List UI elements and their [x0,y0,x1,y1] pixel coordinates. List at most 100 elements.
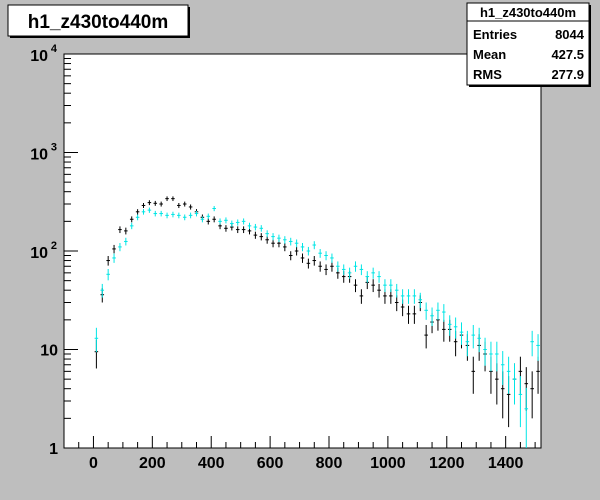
series-layer [94,196,540,448]
title-box: h1_z430to440m [7,4,190,38]
series-1 [94,205,540,448]
data-point [188,204,193,210]
data-point [353,279,358,293]
data-point [159,210,163,217]
data-point [389,279,393,293]
data-point [177,212,181,219]
data-point [124,227,128,235]
data-point [371,279,375,293]
y-tick-exponent: 3 [51,142,57,154]
data-point [412,289,417,304]
data-point [218,218,222,225]
data-point [500,351,505,386]
data-point [118,243,122,252]
x-tick-label: 1400 [488,455,524,472]
data-point [265,230,269,238]
data-point [330,261,334,272]
data-point [442,319,446,342]
x-tick-label: 0 [89,455,98,472]
data-point [471,324,476,349]
data-point [206,213,211,220]
data-point [424,302,428,320]
data-point [294,239,299,248]
stats-box: h1_z430to440m Entries 8044 Mean 427.5 RM… [466,2,591,87]
data-point [465,330,470,357]
x-tick-label: 800 [316,455,343,472]
data-point [436,302,440,320]
data-point [235,219,240,226]
data-point [112,253,116,263]
data-point [241,218,246,225]
data-point [347,267,352,279]
data-point [447,315,452,336]
data-point [288,251,293,261]
data-point [353,261,358,272]
data-point [106,256,110,266]
data-point [212,205,216,212]
data-point [489,341,493,372]
data-point [200,216,205,223]
y-tick-exponent: 2 [51,240,57,252]
data-point [265,236,269,244]
data-point [536,334,540,361]
x-tick-label: 400 [198,455,225,472]
data-point [194,210,199,217]
stats-label-mean: Mean [473,47,506,62]
data-point [177,203,181,209]
data-point [336,261,340,272]
data-point [171,211,175,218]
data-point [418,292,423,309]
data-point [377,271,381,283]
data-point [94,327,99,353]
data-point [400,289,405,304]
data-point [300,243,305,252]
data-point [182,214,187,221]
data-point [212,216,216,223]
data-point [530,330,534,357]
data-point [318,249,322,258]
data-point [129,216,134,223]
y-tick-label: 10 [30,245,48,262]
data-point [171,196,175,202]
x-tick-label: 200 [139,455,166,472]
data-point [247,222,252,230]
stats-value-mean: 427.5 [551,47,584,62]
data-point [106,269,110,281]
data-point [536,356,540,394]
data-point [165,212,169,219]
data-point [506,356,511,394]
stats-label-entries: Entries [473,27,517,42]
data-point [412,305,417,324]
x-axis: 0 200 400 600 800 1000 1200 1400 [63,436,536,472]
data-point [477,327,481,353]
data-point [406,289,411,304]
data-point [394,283,399,298]
data-point [112,244,116,254]
data-point [253,231,258,239]
data-point [188,212,193,219]
data-point [312,256,317,266]
data-point [365,271,370,283]
data-point [283,236,287,244]
data-point [341,264,346,276]
data-point [147,207,152,213]
data-point [512,363,517,405]
data-point [118,226,122,234]
data-point [135,214,140,221]
x-tick-label: 600 [257,455,284,472]
y-tick-label: 1 [49,441,58,458]
data-point [324,251,328,261]
data-point [230,220,234,227]
data-point [471,356,476,394]
data-point [306,246,311,256]
data-point [294,246,299,256]
data-point [253,223,258,231]
y-tick-label: 10 [30,147,48,164]
data-point [165,196,169,202]
data-point [271,233,275,241]
data-point [377,283,381,298]
series-0 [94,196,540,428]
data-point [147,200,152,206]
data-point [124,237,128,246]
x-tick-label: 1000 [370,455,406,472]
